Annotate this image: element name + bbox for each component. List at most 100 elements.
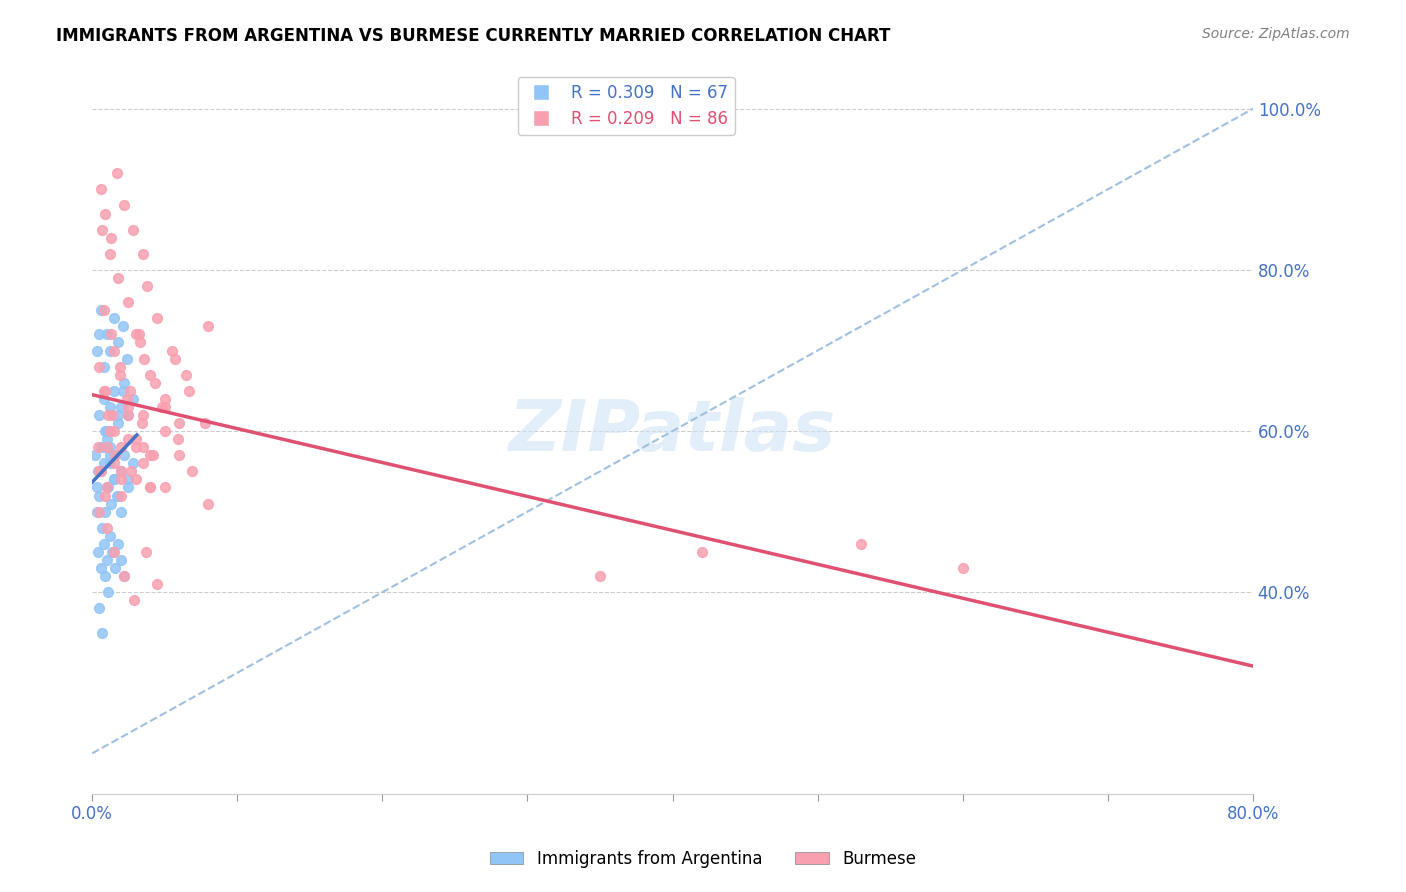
Text: IMMIGRANTS FROM ARGENTINA VS BURMESE CURRENTLY MARRIED CORRELATION CHART: IMMIGRANTS FROM ARGENTINA VS BURMESE CUR… (56, 27, 890, 45)
Text: ZIPatlas: ZIPatlas (509, 397, 837, 466)
Point (96, 327, 118, 342)
Point (107, 271, 129, 285)
Point (153, 400, 176, 414)
Point (122, 593, 145, 607)
Point (93, 456, 115, 470)
Point (125, 472, 148, 486)
Point (952, 561, 974, 575)
Point (121, 456, 143, 470)
Point (163, 351, 186, 366)
Point (96, 553, 118, 567)
Point (110, 464, 132, 478)
Point (104, 448, 127, 462)
Point (94, 505, 117, 519)
Point (100, 497, 122, 511)
Point (132, 408, 155, 422)
Point (100, 231, 122, 245)
Point (86, 505, 108, 519)
Point (690, 545, 713, 559)
Point (117, 408, 139, 422)
Point (132, 440, 155, 454)
Point (90, 464, 112, 478)
Point (131, 416, 153, 430)
Text: Source: ZipAtlas.com: Source: ZipAtlas.com (1202, 27, 1350, 41)
Point (98, 529, 121, 543)
Point (91, 625, 114, 640)
Point (87, 464, 110, 478)
Point (98, 456, 121, 470)
Point (89, 464, 111, 478)
Point (97, 585, 120, 599)
Point (105, 489, 128, 503)
Point (121, 392, 143, 406)
Point (153, 424, 176, 438)
Point (589, 569, 612, 583)
Point (89, 464, 111, 478)
Point (125, 440, 148, 454)
Point (96, 424, 118, 438)
Point (125, 327, 148, 342)
Point (117, 432, 139, 446)
Point (89, 601, 111, 615)
Point (166, 432, 188, 446)
Point (93, 440, 115, 454)
Point (96, 481, 118, 495)
Point (134, 351, 156, 366)
Point (103, 311, 125, 326)
Point (110, 464, 132, 478)
Point (98, 424, 121, 438)
Point (121, 222, 143, 236)
Point (96, 440, 118, 454)
Point (90, 182, 112, 196)
Point (103, 456, 125, 470)
Point (98, 247, 121, 261)
Point (94, 206, 117, 220)
Point (96, 481, 118, 495)
Point (117, 481, 139, 495)
Point (89, 327, 111, 342)
Point (101, 408, 124, 422)
Point (146, 577, 169, 591)
Point (96, 432, 118, 446)
Point (94, 489, 117, 503)
Point (107, 537, 129, 551)
Legend: R = 0.309   N = 67, R = 0.209   N = 86: R = 0.309 N = 67, R = 0.209 N = 86 (517, 77, 734, 135)
Point (93, 359, 115, 374)
Point (181, 464, 204, 478)
Point (110, 553, 132, 567)
Point (94, 424, 117, 438)
Point (105, 166, 128, 180)
Point (96, 521, 118, 535)
Point (91, 222, 114, 236)
Point (117, 295, 139, 310)
Point (89, 408, 111, 422)
Point (139, 368, 162, 382)
Point (98, 440, 121, 454)
Point (112, 376, 135, 390)
Point (110, 400, 132, 414)
Point (103, 545, 125, 559)
Point (101, 545, 124, 559)
Point (153, 481, 176, 495)
Point (110, 505, 132, 519)
Point (90, 464, 112, 478)
Point (849, 537, 872, 551)
Point (139, 481, 162, 495)
Point (146, 311, 169, 326)
Point (97, 481, 120, 495)
Point (93, 537, 115, 551)
Point (90, 561, 112, 575)
Point (98, 448, 121, 462)
Point (104, 561, 127, 575)
Point (93, 384, 115, 398)
Point (129, 335, 152, 350)
Point (160, 343, 183, 358)
Point (86, 481, 108, 495)
Point (89, 505, 111, 519)
Point (98, 343, 121, 358)
Point (112, 569, 135, 583)
Point (103, 472, 125, 486)
Point (110, 489, 132, 503)
Point (167, 416, 190, 430)
Point (94, 569, 117, 583)
